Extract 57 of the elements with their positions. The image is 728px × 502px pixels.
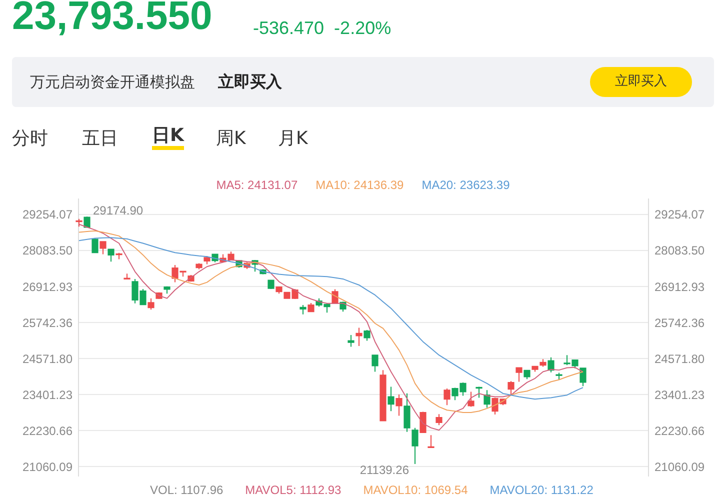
text: MA20: 23623.39 [422,178,510,192]
text: 日K [152,125,184,150]
candlestick [404,392,410,432]
candlestick [468,391,474,408]
text: 周K [216,127,246,150]
candlestick [436,414,442,426]
candlestick [348,334,354,348]
candlestick [388,386,394,412]
y-tick-label: 28083.50 [22,244,73,258]
y-tick-label: 24571.80 [22,352,73,366]
y2-tick-label: 21060.09 [654,460,705,474]
text: 月K [278,127,308,150]
candlestick [356,327,362,347]
text: 五日 [82,127,118,150]
annotation: 29174.90 [93,204,144,218]
candlestick [516,367,522,382]
text: MA10: 24136.39 [316,178,404,192]
candlestick [508,380,514,396]
candlestick [148,298,154,310]
y2-tick-label: 22230.66 [654,424,705,438]
candlestick [484,390,490,408]
text: 立即买入 [218,72,282,93]
candlestick [428,434,434,448]
text: MA5: 24131.07 [216,178,298,192]
candlestick [92,238,98,254]
y-tick-label: 26912.93 [22,280,73,294]
candlestick [548,356,554,373]
y2-tick-label: 29254.07 [654,208,705,222]
candlestick [300,304,306,315]
y-tick-label: 29254.07 [22,208,73,222]
candlestick [364,330,370,342]
candlestick [412,427,418,465]
y2-tick-label: 28083.50 [654,244,705,258]
chart-title: 23,793.550 [12,0,212,39]
y2-tick-label: 25742.36 [654,316,705,330]
y2-tick-label: 26912.93 [654,280,705,294]
text: 分时 [12,127,48,150]
y2-tick-label: 24571.80 [654,352,705,366]
candlestick [108,248,114,262]
text: MAVOL10: 1069.54 [363,483,468,497]
candlestick [580,368,586,387]
text: 万元启动资金开通模拟盘 [30,73,195,92]
annotation: 21139.26 [360,463,410,478]
y-tick-label: 25742.36 [22,316,73,330]
y2-tick-label: 23401.23 [654,388,705,402]
y-tick-label: 22230.66 [22,424,73,438]
candlestick [100,241,106,255]
candlestick [396,394,402,416]
y-tick-label: 21060.09 [22,460,73,474]
y-tick-label: 23401.23 [22,388,73,402]
candlestick [372,354,378,372]
text: MAVOL5: 1112.93 [245,483,342,497]
text: VOL: 1107.96 [150,483,224,497]
chart-subtitle: -536.470 -2.20% [253,18,392,39]
candlestick [444,388,450,406]
text: MAVOL20: 1131.22 [490,483,594,497]
buy-button: 立即买入 [590,67,692,97]
